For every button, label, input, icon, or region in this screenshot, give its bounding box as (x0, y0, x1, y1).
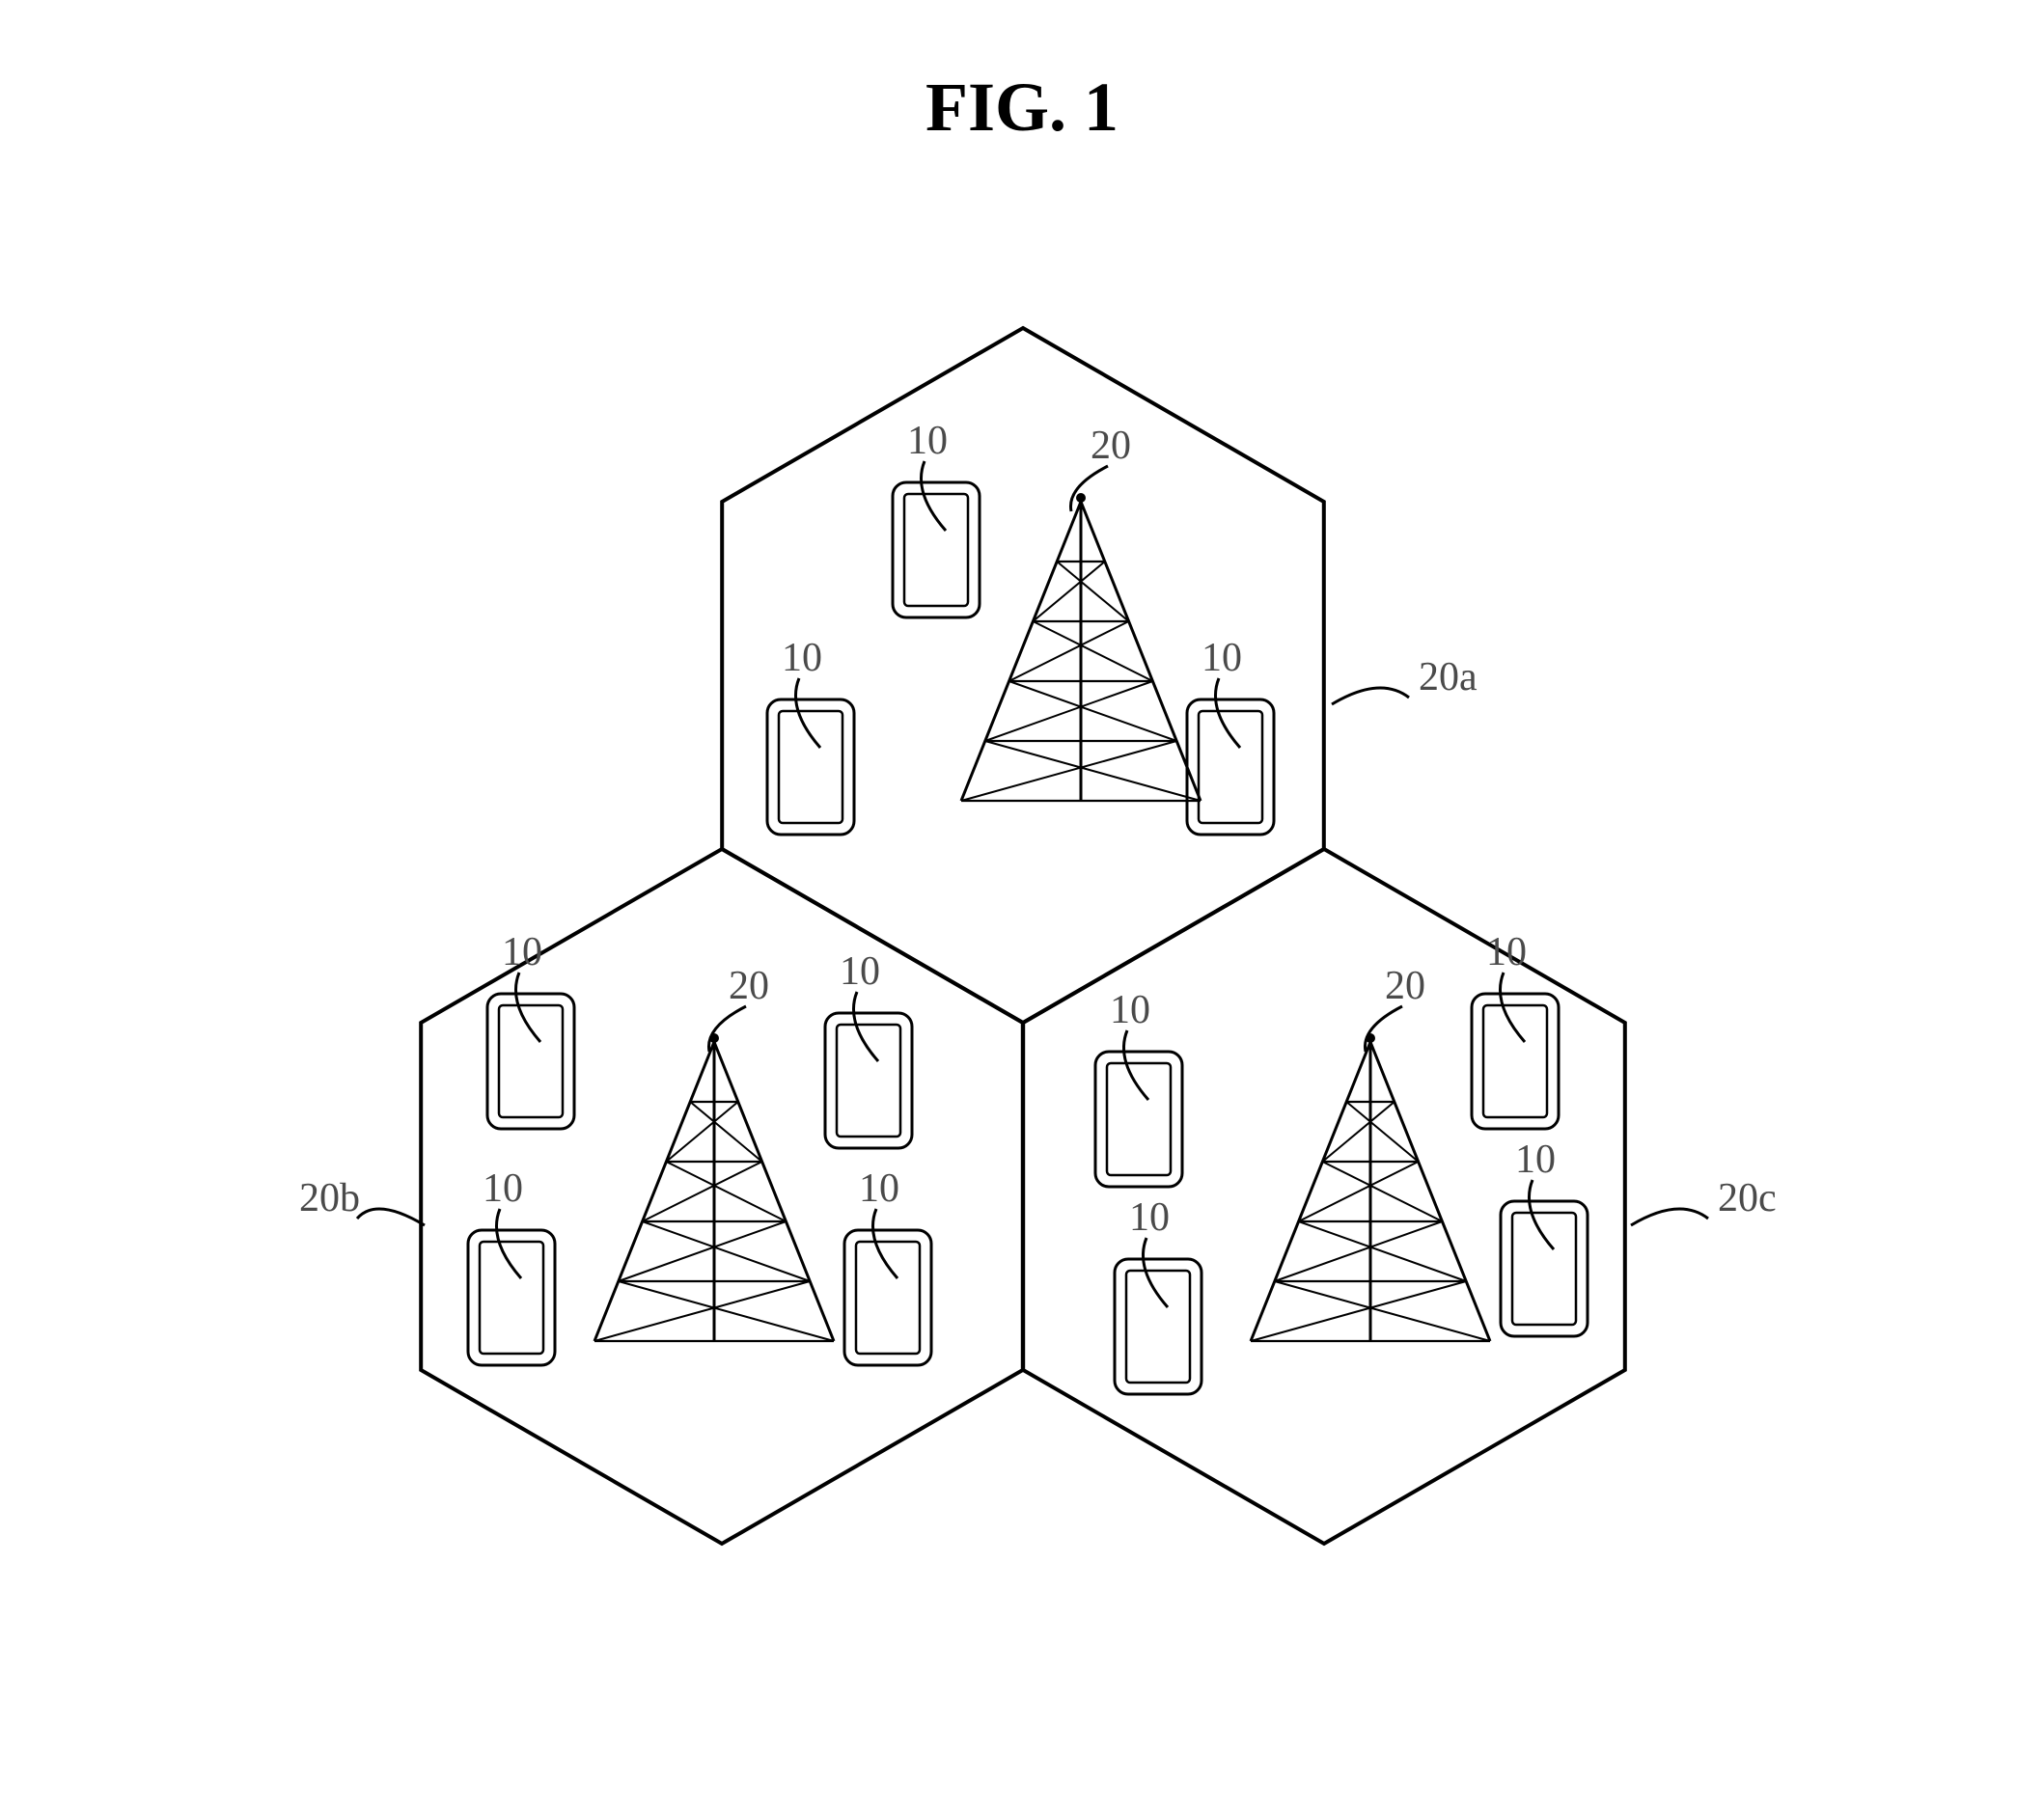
tower-icon (961, 493, 1201, 801)
phone-label: 10 (1515, 1137, 1556, 1182)
leader-line (515, 973, 540, 1042)
phone-icon (1187, 699, 1274, 835)
phone-label: 10 (1486, 930, 1527, 974)
phone-icon (893, 482, 980, 617)
cell-label-20a: 20a (1419, 655, 1478, 699)
leader-line (853, 992, 878, 1061)
tower-label: 20 (729, 964, 769, 1008)
leader-line (1529, 1180, 1554, 1249)
phone-icon (1472, 994, 1559, 1129)
leader-line (1215, 678, 1240, 748)
figure-title: FIG. 1 (0, 68, 2044, 148)
phone-label: 10 (1129, 1195, 1170, 1240)
tower-icon (1251, 1033, 1490, 1341)
leader-line (1500, 973, 1525, 1042)
phones-layer (468, 482, 1588, 1394)
phone-icon (825, 1013, 912, 1148)
leader-line (496, 1209, 521, 1278)
phone-icon (1115, 1259, 1202, 1394)
hex-cell-20c (1023, 849, 1625, 1544)
cell-label-20c: 20c (1718, 1176, 1777, 1220)
phone-label: 10 (782, 636, 822, 680)
phone-label: 10 (483, 1166, 523, 1211)
cell-label-20b: 20b (299, 1176, 360, 1220)
leader-line (1070, 466, 1108, 511)
phone-label: 10 (907, 419, 948, 463)
phone-icon (1095, 1052, 1182, 1187)
phone-label: 10 (840, 949, 880, 994)
phone-icon (767, 699, 854, 835)
diagram-svg: 10 10 10 10 10 10 10 10 10 10 10 20 20 20 20a 20b 20c (193, 251, 1853, 1756)
tower-label: 20 (1091, 424, 1131, 468)
cell-leader-line (357, 1209, 425, 1225)
phone-icon (844, 1230, 931, 1365)
towers-layer (594, 493, 1490, 1341)
phone-icon (487, 994, 574, 1129)
leader-line (1123, 1030, 1148, 1100)
leader-line (1143, 1238, 1168, 1307)
tower-icon (594, 1033, 834, 1341)
phone-label: 10 (1110, 988, 1150, 1032)
phone-label: 10 (1202, 636, 1242, 680)
phone-icon (468, 1230, 555, 1365)
cell-leader-line (1332, 688, 1409, 704)
phone-icon (1501, 1201, 1588, 1336)
tower-label: 20 (1385, 964, 1425, 1008)
phone-label: 10 (859, 1166, 899, 1211)
leader-line (872, 1209, 898, 1278)
leader-line (795, 678, 820, 748)
hex-cells-layer (421, 328, 1625, 1544)
phone-label: 10 (502, 930, 542, 974)
leader-line (921, 461, 946, 531)
cell-leader-line (1631, 1209, 1708, 1225)
leaders-layer (357, 461, 1708, 1307)
